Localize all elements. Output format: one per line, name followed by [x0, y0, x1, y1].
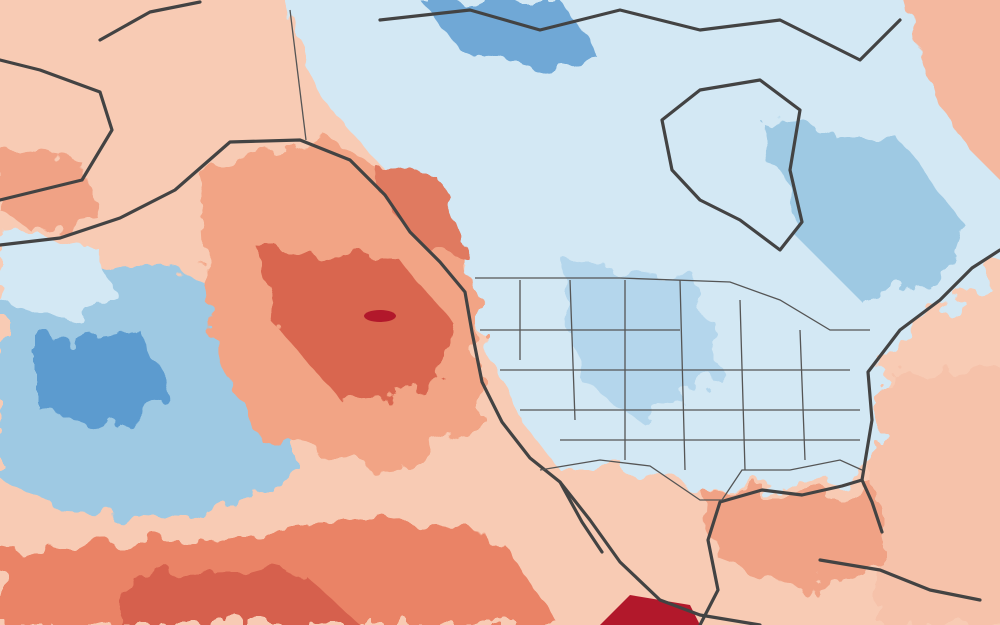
- warm-bering: [0, 150, 100, 230]
- cold-east-canada: [760, 120, 960, 300]
- warm-greenland: [905, 0, 1000, 180]
- cool-continent: [285, 0, 1000, 490]
- baja: [558, 480, 604, 554]
- cool-bering: [0, 230, 120, 320]
- state-borders: [480, 279, 860, 471]
- coastline-west: [0, 138, 762, 625]
- hottest-spot: [364, 310, 396, 322]
- alaska-border: [289, 9, 307, 141]
- coastline-east: [860, 248, 1000, 482]
- hudson-bay: [660, 78, 804, 252]
- cold-arctic: [420, 0, 600, 70]
- coastline-arctic-islands: [378, 8, 902, 62]
- us-canada-border: [475, 277, 870, 331]
- hot-central-america: [600, 595, 700, 625]
- hot-northeast-pacific: [260, 250, 450, 400]
- hot-coast: [370, 160, 470, 260]
- us-mexico-border: [539, 459, 863, 501]
- colder-pacific: [40, 330, 170, 430]
- warm-atlantic: [880, 362, 1000, 625]
- coastline-arctic-alaska: [98, 0, 202, 42]
- coastline-western-alaska: [0, 58, 114, 202]
- coastline-gulf: [698, 478, 884, 625]
- hot-subtropics: [120, 570, 360, 625]
- caribbean: [818, 558, 982, 602]
